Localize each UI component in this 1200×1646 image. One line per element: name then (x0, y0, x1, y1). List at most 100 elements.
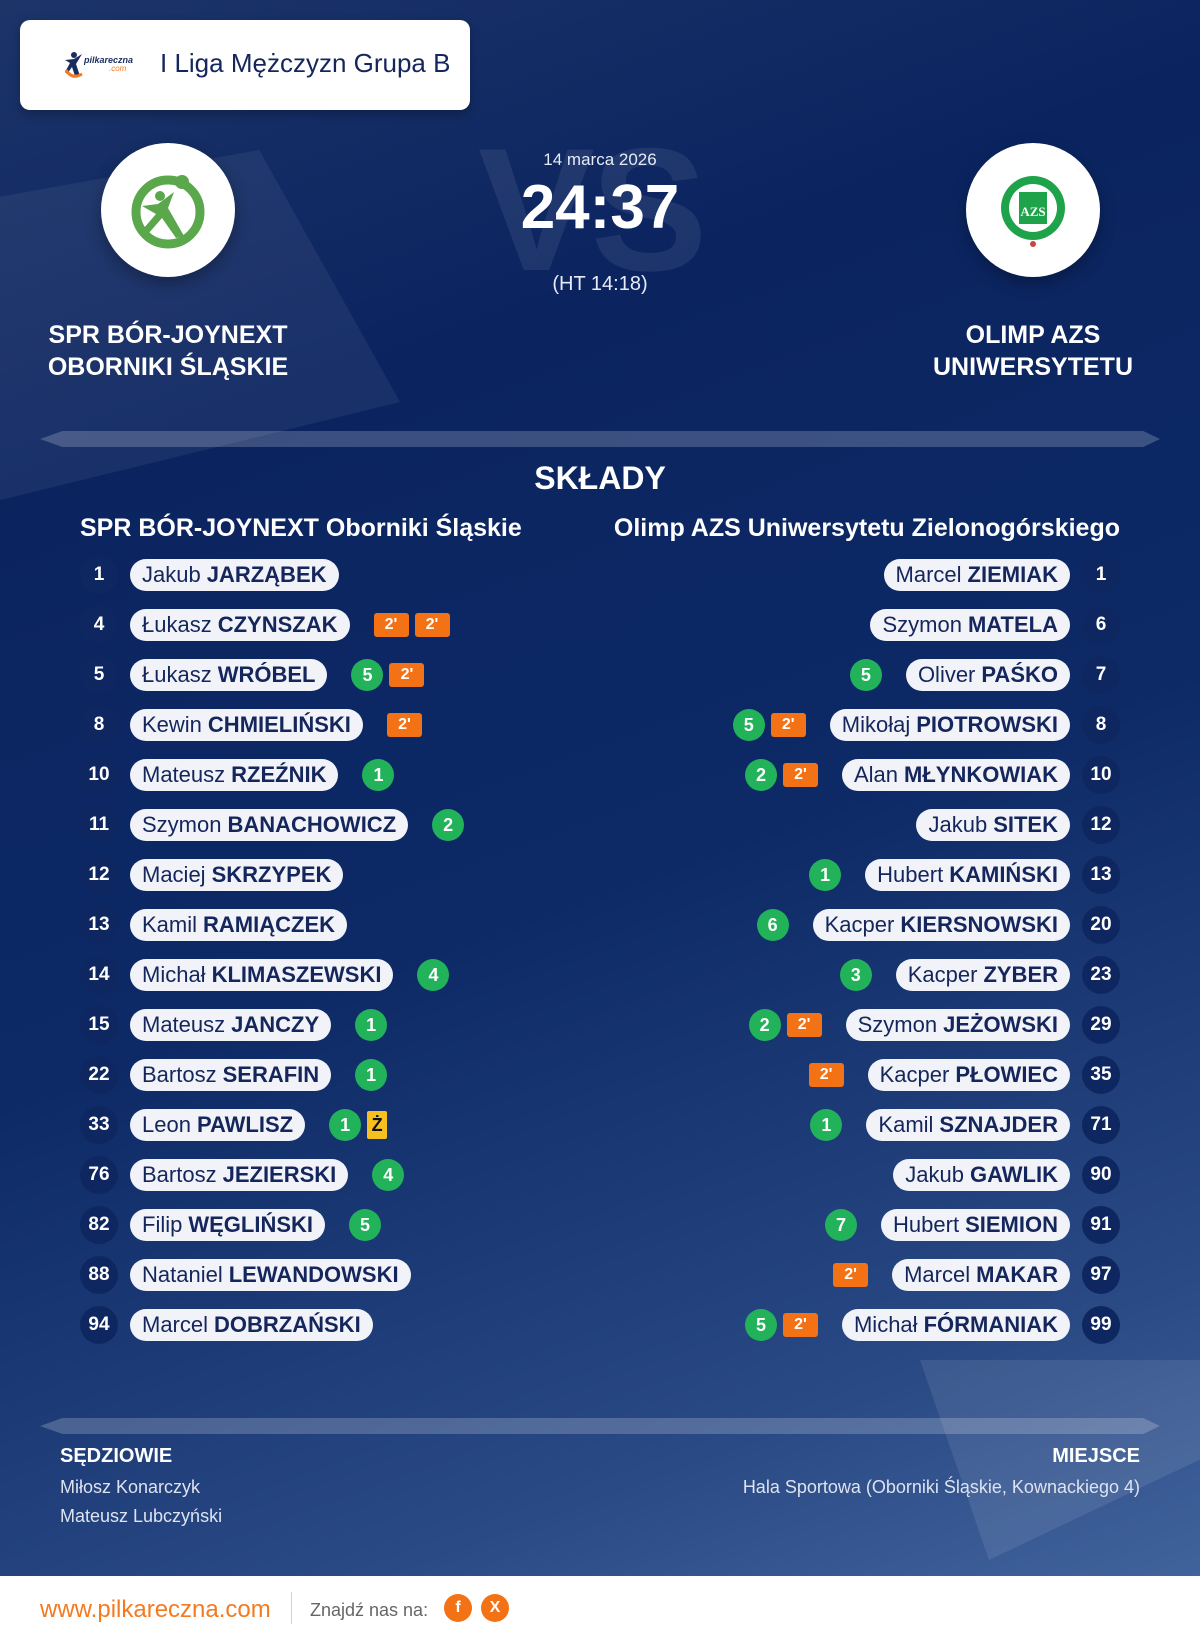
player-first-name: Bartosz (142, 1162, 217, 1187)
player-name[interactable]: Łukasz CZYNSZAK (130, 609, 350, 641)
player-name[interactable]: Szymon JEŻOWSKI (845, 1009, 1070, 1041)
player-first-name: Jakub (928, 812, 988, 837)
player-name[interactable]: Michał KLIMASZEWSKI (130, 959, 394, 991)
player-first-name: Marcel (142, 1312, 209, 1337)
player-name[interactable]: Bartosz SERAFIN (130, 1059, 332, 1091)
player-name[interactable]: Kacper KIERSNOWSKI (812, 909, 1070, 941)
player-row: 1 Marcel ZIEMIAK (883, 556, 1120, 594)
player-stats: 2' (808, 1063, 844, 1087)
player-last-name: WRÓBEL (217, 662, 316, 687)
player-stats: 2 2' (744, 759, 818, 791)
player-number: 14 (80, 956, 118, 994)
player-number: 13 (80, 906, 118, 944)
player-name[interactable]: Jakub JARZĄBEK (130, 559, 339, 591)
player-row: 15 Mateusz JANCZY 1 (80, 1006, 388, 1044)
player-last-name: SZNAJDER (939, 1112, 1058, 1137)
goals-badge: 6 (756, 909, 789, 941)
player-name[interactable]: Maciej SKRZYPEK (130, 859, 344, 891)
home-team-name-line1: SPR BÓR-JOYNEXT (48, 321, 288, 349)
player-name[interactable]: Marcel MAKAR (892, 1259, 1070, 1291)
logo-suffix: .com (109, 64, 127, 73)
player-name[interactable]: Kewin CHMIELIŃSKI (130, 709, 363, 741)
player-name[interactable]: Kamil RAMIĄCZEK (130, 909, 348, 941)
player-number: 8 (1082, 706, 1120, 744)
player-name[interactable]: Szymon BANACHOWICZ (130, 809, 409, 841)
player-row: 82 Filip WĘGLIŃSKI 5 (80, 1206, 382, 1244)
player-row: 12 Jakub SITEK (916, 806, 1120, 844)
player-name[interactable]: Marcel ZIEMIAK (883, 559, 1070, 591)
two-minute-penalty-badge: 2' (786, 1013, 822, 1037)
player-number: 10 (1082, 756, 1120, 794)
facebook-icon[interactable]: f (444, 1594, 472, 1622)
goals-badge: 1 (362, 759, 395, 791)
player-name[interactable]: Alan MŁYNKOWIAK (841, 759, 1070, 791)
player-name[interactable]: Kacper ZYBER (895, 959, 1070, 991)
player-name[interactable]: Marcel DOBRZAŃSKI (130, 1309, 373, 1341)
player-name[interactable]: Nataniel LEWANDOWSKI (130, 1259, 411, 1291)
player-stats: 5 2' (744, 1309, 818, 1341)
player-first-name: Filip (142, 1212, 183, 1237)
player-name[interactable]: Kamil SZNAJDER (866, 1109, 1070, 1141)
player-first-name: Mateusz (142, 762, 226, 787)
player-first-name: Kewin (142, 712, 202, 737)
goals-badge: 5 (744, 1309, 777, 1341)
goals-badge: 1 (329, 1109, 362, 1141)
player-name[interactable]: Łukasz WRÓBEL (130, 659, 328, 691)
player-row: 8 Mikołaj PIOTROWSKI 5 2' (732, 706, 1120, 744)
player-stats: 3 (839, 959, 872, 991)
player-row: 71 Kamil SZNAJDER 1 (810, 1106, 1120, 1144)
match-card: VS pilkareczna .com I Liga Mężczyzn Grup… (0, 0, 1200, 1576)
player-last-name: RZEŹNIK (231, 762, 327, 787)
player-name[interactable]: Oliver PAŚKO (905, 659, 1070, 691)
player-name[interactable]: Filip WĘGLIŃSKI (130, 1209, 326, 1241)
player-last-name: PŁOWIEC (955, 1062, 1058, 1087)
player-name[interactable]: Hubert SIEMION (881, 1209, 1070, 1241)
player-name[interactable]: Jakub GAWLIK (893, 1159, 1070, 1191)
player-row: 23 Kacper ZYBER 3 (839, 956, 1120, 994)
player-row: 10 Alan MŁYNKOWIAK 2 2' (744, 756, 1120, 794)
player-row: 20 Kacper KIERSNOWSKI 6 (756, 906, 1120, 944)
player-last-name: MATELA (967, 612, 1058, 637)
handball-player-icon (64, 52, 83, 78)
player-first-name: Maciej (142, 862, 206, 887)
website-link[interactable]: www.pilkareczna.com (40, 1596, 271, 1623)
player-name[interactable]: Mikołaj PIOTROWSKI (829, 709, 1070, 741)
player-row: 12 Maciej SKRZYPEK (80, 856, 344, 894)
divider (40, 1418, 1160, 1434)
player-name[interactable]: Kacper PŁOWIEC (867, 1059, 1070, 1091)
player-last-name: BANACHOWICZ (227, 812, 397, 837)
x-icon[interactable]: X (481, 1594, 509, 1622)
player-number: 35 (1082, 1056, 1120, 1094)
player-last-name: MŁYNKOWIAK (904, 762, 1058, 787)
goals-badge: 7 (825, 1209, 858, 1241)
player-last-name: DOBRZAŃSKI (214, 1312, 361, 1337)
player-first-name: Nataniel (142, 1262, 223, 1287)
player-last-name: CZYNSZAK (217, 612, 338, 637)
player-name[interactable]: Hubert KAMIŃSKI (865, 859, 1070, 891)
player-stats: 6 (756, 909, 789, 941)
player-name[interactable]: Bartosz JEZIERSKI (130, 1159, 349, 1191)
player-number: 4 (80, 606, 118, 644)
logo-text: pilkareczna (84, 55, 134, 65)
player-name[interactable]: Jakub SITEK (916, 809, 1070, 841)
player-number: 76 (80, 1156, 118, 1194)
player-stats: 2 (432, 809, 465, 841)
goals-badge: 2 (432, 809, 465, 841)
player-stats: 5 (349, 1209, 382, 1241)
player-number: 7 (1082, 656, 1120, 694)
player-name[interactable]: Mateusz JANCZY (130, 1009, 332, 1041)
player-first-name: Hubert (893, 1212, 960, 1237)
player-row: 4 Łukasz CZYNSZAK 2' 2' (80, 606, 450, 644)
player-row: 14 Michał KLIMASZEWSKI 4 (80, 956, 450, 994)
player-name[interactable]: Mateusz RZEŹNIK (130, 759, 339, 791)
player-last-name: MAKAR (976, 1262, 1058, 1287)
player-name[interactable]: Leon PAWLISZ (130, 1109, 306, 1141)
player-first-name: Kacper (879, 1062, 950, 1087)
player-name[interactable]: Michał FÓRMANIAK (841, 1309, 1070, 1341)
player-stats: 1 (362, 759, 395, 791)
two-minute-penalty-badge: 2' (770, 713, 806, 737)
player-name[interactable]: Szymon MATELA (870, 609, 1070, 641)
player-first-name: Mateusz (142, 1012, 226, 1037)
player-number: 12 (1082, 806, 1120, 844)
player-row: 88 Nataniel LEWANDOWSKI (80, 1256, 411, 1294)
